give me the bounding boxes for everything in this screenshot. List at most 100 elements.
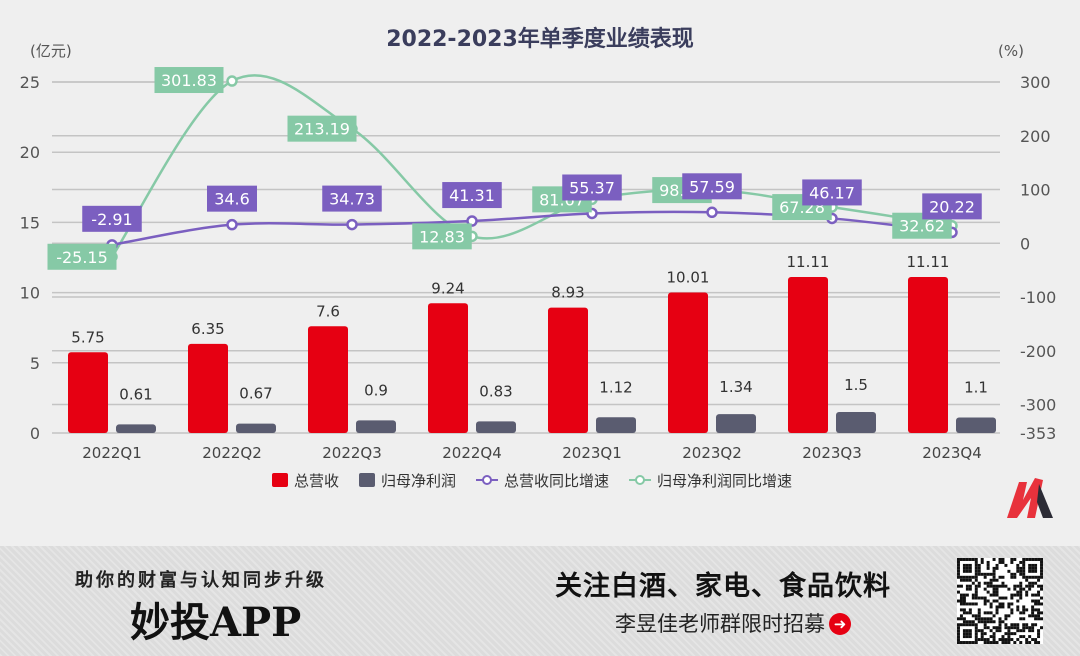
qr-module	[998, 558, 1002, 561]
qr-module	[965, 558, 969, 561]
bar-revenue	[668, 292, 708, 433]
banner-headline: 关注白酒、家电、食品饮料	[555, 571, 891, 602]
x-tick-label: 2023Q1	[562, 444, 622, 462]
qr-module	[1019, 611, 1023, 615]
qr-module	[957, 572, 960, 576]
qr-module	[1025, 638, 1029, 642]
qr-module	[977, 638, 981, 642]
qr-module	[1031, 626, 1035, 630]
qr-module	[992, 620, 996, 624]
bar-revenue	[428, 303, 468, 433]
qr-module	[992, 632, 996, 636]
qr-module	[1040, 617, 1043, 621]
qr-module	[962, 641, 966, 644]
qr-code[interactable]	[957, 558, 1043, 644]
qr-module	[962, 632, 966, 636]
qr-module	[983, 623, 987, 627]
qr-module	[1013, 632, 1017, 636]
bar-revenue	[548, 307, 588, 433]
bar-profit-label: 0.61	[119, 385, 152, 403]
qr-module	[1028, 614, 1032, 618]
qr-module	[995, 599, 999, 603]
qr-module	[992, 638, 996, 642]
qr-module	[1034, 566, 1038, 570]
qr-module	[962, 620, 966, 624]
qr-module	[1040, 566, 1043, 570]
brand-logo	[1005, 474, 1057, 526]
qr-module	[965, 566, 969, 570]
qr-module	[974, 629, 978, 633]
qr-module	[977, 596, 981, 600]
qr-module	[1037, 593, 1041, 597]
qr-module	[1025, 623, 1029, 627]
qr-module	[965, 629, 969, 633]
qr-module	[1007, 605, 1011, 609]
qr-module	[1022, 617, 1026, 621]
qr-module	[995, 605, 999, 609]
qr-module	[977, 617, 981, 621]
qr-module	[1019, 572, 1023, 576]
qr-module	[957, 626, 960, 630]
qr-module	[983, 581, 987, 585]
qr-module	[977, 611, 981, 615]
qr-module	[974, 641, 978, 644]
qr-module	[968, 587, 972, 591]
qr-module	[1004, 623, 1008, 627]
qr-module	[962, 566, 966, 570]
promo-banner[interactable]: 助你的财富与认知同步升级 妙投APP 关注白酒、家电、食品饮料 李昱佳老师群限时…	[0, 546, 1080, 656]
qr-module	[965, 602, 969, 606]
qr-module	[971, 602, 975, 606]
qr-module	[1016, 605, 1020, 609]
qr-module	[1040, 560, 1043, 564]
qr-module	[1022, 558, 1026, 561]
banner-sub[interactable]: 李昱佳老师群限时招募 ➜	[615, 608, 851, 638]
qr-module	[1013, 623, 1017, 627]
qr-module	[1004, 632, 1008, 636]
qr-module	[1022, 611, 1026, 615]
bar-revenue	[788, 277, 828, 433]
qr-module	[959, 558, 963, 561]
qr-module	[962, 575, 966, 579]
arrow-right-icon[interactable]: ➜	[829, 613, 851, 635]
qr-module	[1016, 599, 1020, 603]
qr-module	[959, 614, 963, 618]
legend-label: 总营收	[294, 472, 339, 490]
qr-module	[1034, 641, 1038, 644]
qr-module	[1019, 593, 1023, 597]
qr-module	[1004, 626, 1008, 630]
qr-module	[1031, 566, 1035, 570]
qr-module	[968, 635, 972, 639]
qr-module	[1040, 558, 1043, 561]
x-tick-label: 2023Q4	[922, 444, 982, 462]
bar-profit-label: 1.1	[964, 379, 988, 397]
qr-module	[977, 566, 981, 570]
qr-module	[1016, 584, 1020, 588]
legend-label: 归母净利润同比增速	[657, 472, 792, 490]
qr-module	[983, 641, 987, 644]
qr-module	[974, 584, 978, 588]
qr-module	[1019, 560, 1023, 564]
qr-module	[1034, 599, 1038, 603]
qr-module	[965, 632, 969, 636]
qr-module	[965, 620, 969, 624]
qr-module	[1034, 563, 1038, 567]
qr-module	[998, 620, 1002, 624]
qr-module	[998, 575, 1002, 579]
qr-module	[1025, 575, 1029, 579]
qr-module	[1031, 638, 1035, 642]
qr-module	[977, 614, 981, 618]
qr-module	[1007, 587, 1011, 591]
qr-module	[1010, 608, 1014, 612]
qr-module	[957, 641, 960, 644]
qr-module	[986, 620, 990, 624]
qr-module	[965, 593, 969, 597]
qr-module	[1001, 558, 1005, 561]
qr-module	[968, 608, 972, 612]
qr-module	[1019, 596, 1023, 600]
banner-app-name: 妙投APP	[130, 599, 302, 646]
bar-revenue-label: 7.6	[316, 302, 340, 320]
qr-module	[1025, 593, 1029, 597]
qr-module	[1031, 629, 1035, 633]
qr-module	[977, 563, 981, 567]
qr-module	[965, 584, 969, 588]
